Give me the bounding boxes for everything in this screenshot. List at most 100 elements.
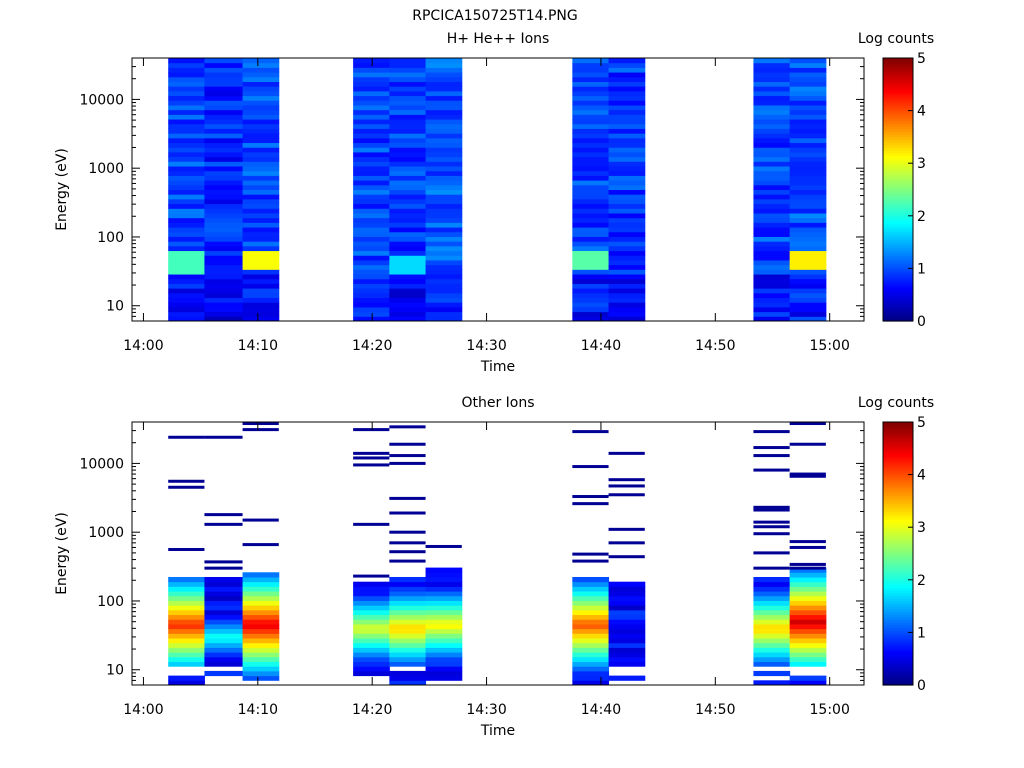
data-column: [168, 435, 205, 686]
data-bin: [572, 675, 610, 681]
data-bin: [608, 297, 646, 303]
x-axis: 14:00 14:10 14:20 14:30 14:40 14:50 15:00 Time: [123, 422, 850, 739]
data-bin: [353, 633, 390, 639]
data-bin: [789, 656, 827, 663]
data-bin: [204, 142, 244, 148]
data-bin: [242, 90, 280, 97]
data-bin: [425, 544, 462, 548]
data-bin: [389, 156, 427, 162]
data-bin: [242, 142, 280, 148]
data-bin: [242, 259, 280, 266]
data-bin: [425, 90, 463, 97]
y-axis-label: Energy (eV): [54, 148, 70, 231]
data-bin: [425, 95, 463, 101]
data-bin: [572, 227, 610, 233]
data-bin: [168, 90, 205, 97]
data-bin: [425, 661, 463, 667]
data-bin: [753, 551, 790, 555]
data-bin: [353, 227, 390, 233]
data-bin: [753, 231, 791, 237]
data-bin: [425, 217, 463, 223]
data-bin: [608, 527, 645, 531]
data-bin: [389, 541, 426, 545]
data-bin: [204, 95, 244, 101]
colorbar-band: [883, 529, 913, 534]
data-bin: [353, 189, 390, 195]
colorbar-band: [883, 68, 913, 72]
colorbar-band: [883, 252, 913, 256]
colorbar-band: [883, 73, 913, 78]
y-tick-label: 100: [97, 230, 124, 246]
colorbar-band: [883, 155, 913, 159]
data-bin: [789, 147, 827, 153]
data-bin: [242, 222, 280, 228]
data-bin: [389, 302, 427, 308]
colorbar-band: [883, 234, 913, 238]
data-bin: [789, 474, 826, 478]
data-bin: [242, 76, 280, 82]
data-bin: [204, 311, 244, 317]
data-bin: [204, 203, 244, 209]
data-bin: [204, 283, 244, 289]
data-bin: [168, 166, 205, 172]
colorbar-band: [883, 160, 913, 164]
data-bin: [789, 100, 827, 106]
data-bin: [572, 175, 610, 181]
data-bin: [168, 623, 205, 630]
colorbar-band: [883, 81, 913, 85]
colorbar-band: [883, 310, 913, 314]
data-bin: [753, 288, 791, 294]
data-bin: [353, 302, 390, 308]
data-bin: [168, 72, 205, 78]
data-bin: [608, 451, 645, 455]
data-bin: [572, 133, 610, 139]
data-bin: [353, 456, 390, 460]
colorbar-band: [883, 545, 913, 549]
data-column: [353, 428, 390, 677]
data-bin: [425, 670, 463, 677]
data-bin: [789, 180, 827, 186]
data-bin: [753, 520, 790, 524]
data-bin: [389, 67, 427, 73]
data-bin: [168, 591, 205, 597]
data-bin: [753, 446, 790, 450]
data-bin: [353, 133, 390, 139]
data-bin: [608, 245, 646, 252]
data-bin: [389, 133, 427, 139]
data-bin: [242, 666, 280, 672]
data-bin: [242, 274, 280, 280]
data-bin: [425, 236, 463, 242]
colorbar-band: [883, 640, 913, 644]
data-bin: [389, 198, 427, 205]
colorbar-band: [883, 653, 913, 657]
data-bin: [789, 236, 827, 242]
data-bin: [168, 198, 205, 205]
data-bin: [789, 302, 827, 308]
colorbar-band: [883, 471, 913, 476]
data-bin: [204, 189, 244, 195]
data-bin: [389, 600, 427, 606]
data-bin: [608, 76, 646, 82]
colorbar-band: [883, 514, 913, 518]
data-bin: [425, 609, 463, 616]
data-bin: [572, 661, 610, 667]
data-bin: [789, 170, 827, 176]
data-bin: [204, 661, 244, 667]
colorbar-band: [883, 582, 913, 586]
data-bin: [572, 231, 610, 237]
data-bin: [425, 605, 463, 611]
data-bin: [389, 454, 426, 458]
data-bin: [242, 133, 280, 139]
panel-title: Other Ions: [461, 395, 534, 411]
colorbar-band: [883, 284, 913, 288]
data-bin: [168, 189, 205, 195]
data-bin: [389, 619, 427, 625]
data-bin: [753, 259, 791, 266]
data-bin: [425, 586, 463, 592]
data-bin: [204, 623, 244, 630]
data-bin: [389, 137, 427, 144]
data-bin: [753, 656, 791, 663]
data-bin: [168, 259, 205, 266]
data-bin: [425, 595, 463, 601]
data-bin: [389, 306, 427, 313]
